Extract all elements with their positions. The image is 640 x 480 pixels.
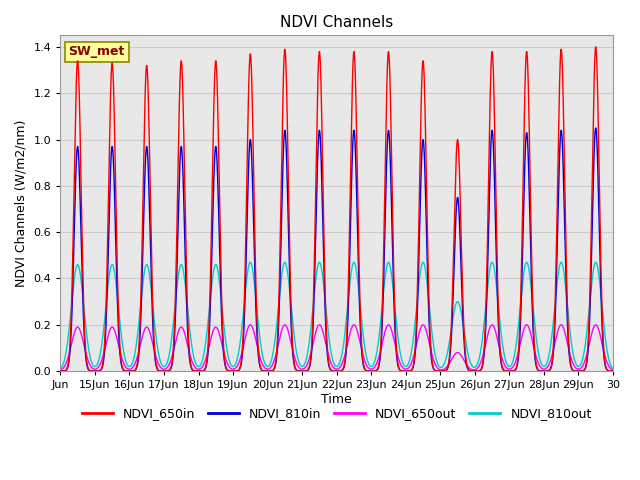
- Title: NDVI Channels: NDVI Channels: [280, 15, 394, 30]
- X-axis label: Time: Time: [321, 393, 352, 406]
- Legend: NDVI_650in, NDVI_810in, NDVI_650out, NDVI_810out: NDVI_650in, NDVI_810in, NDVI_650out, NDV…: [77, 402, 596, 425]
- Text: SW_met: SW_met: [68, 46, 125, 59]
- Y-axis label: NDVI Channels (W/m2/nm): NDVI Channels (W/m2/nm): [15, 120, 28, 287]
